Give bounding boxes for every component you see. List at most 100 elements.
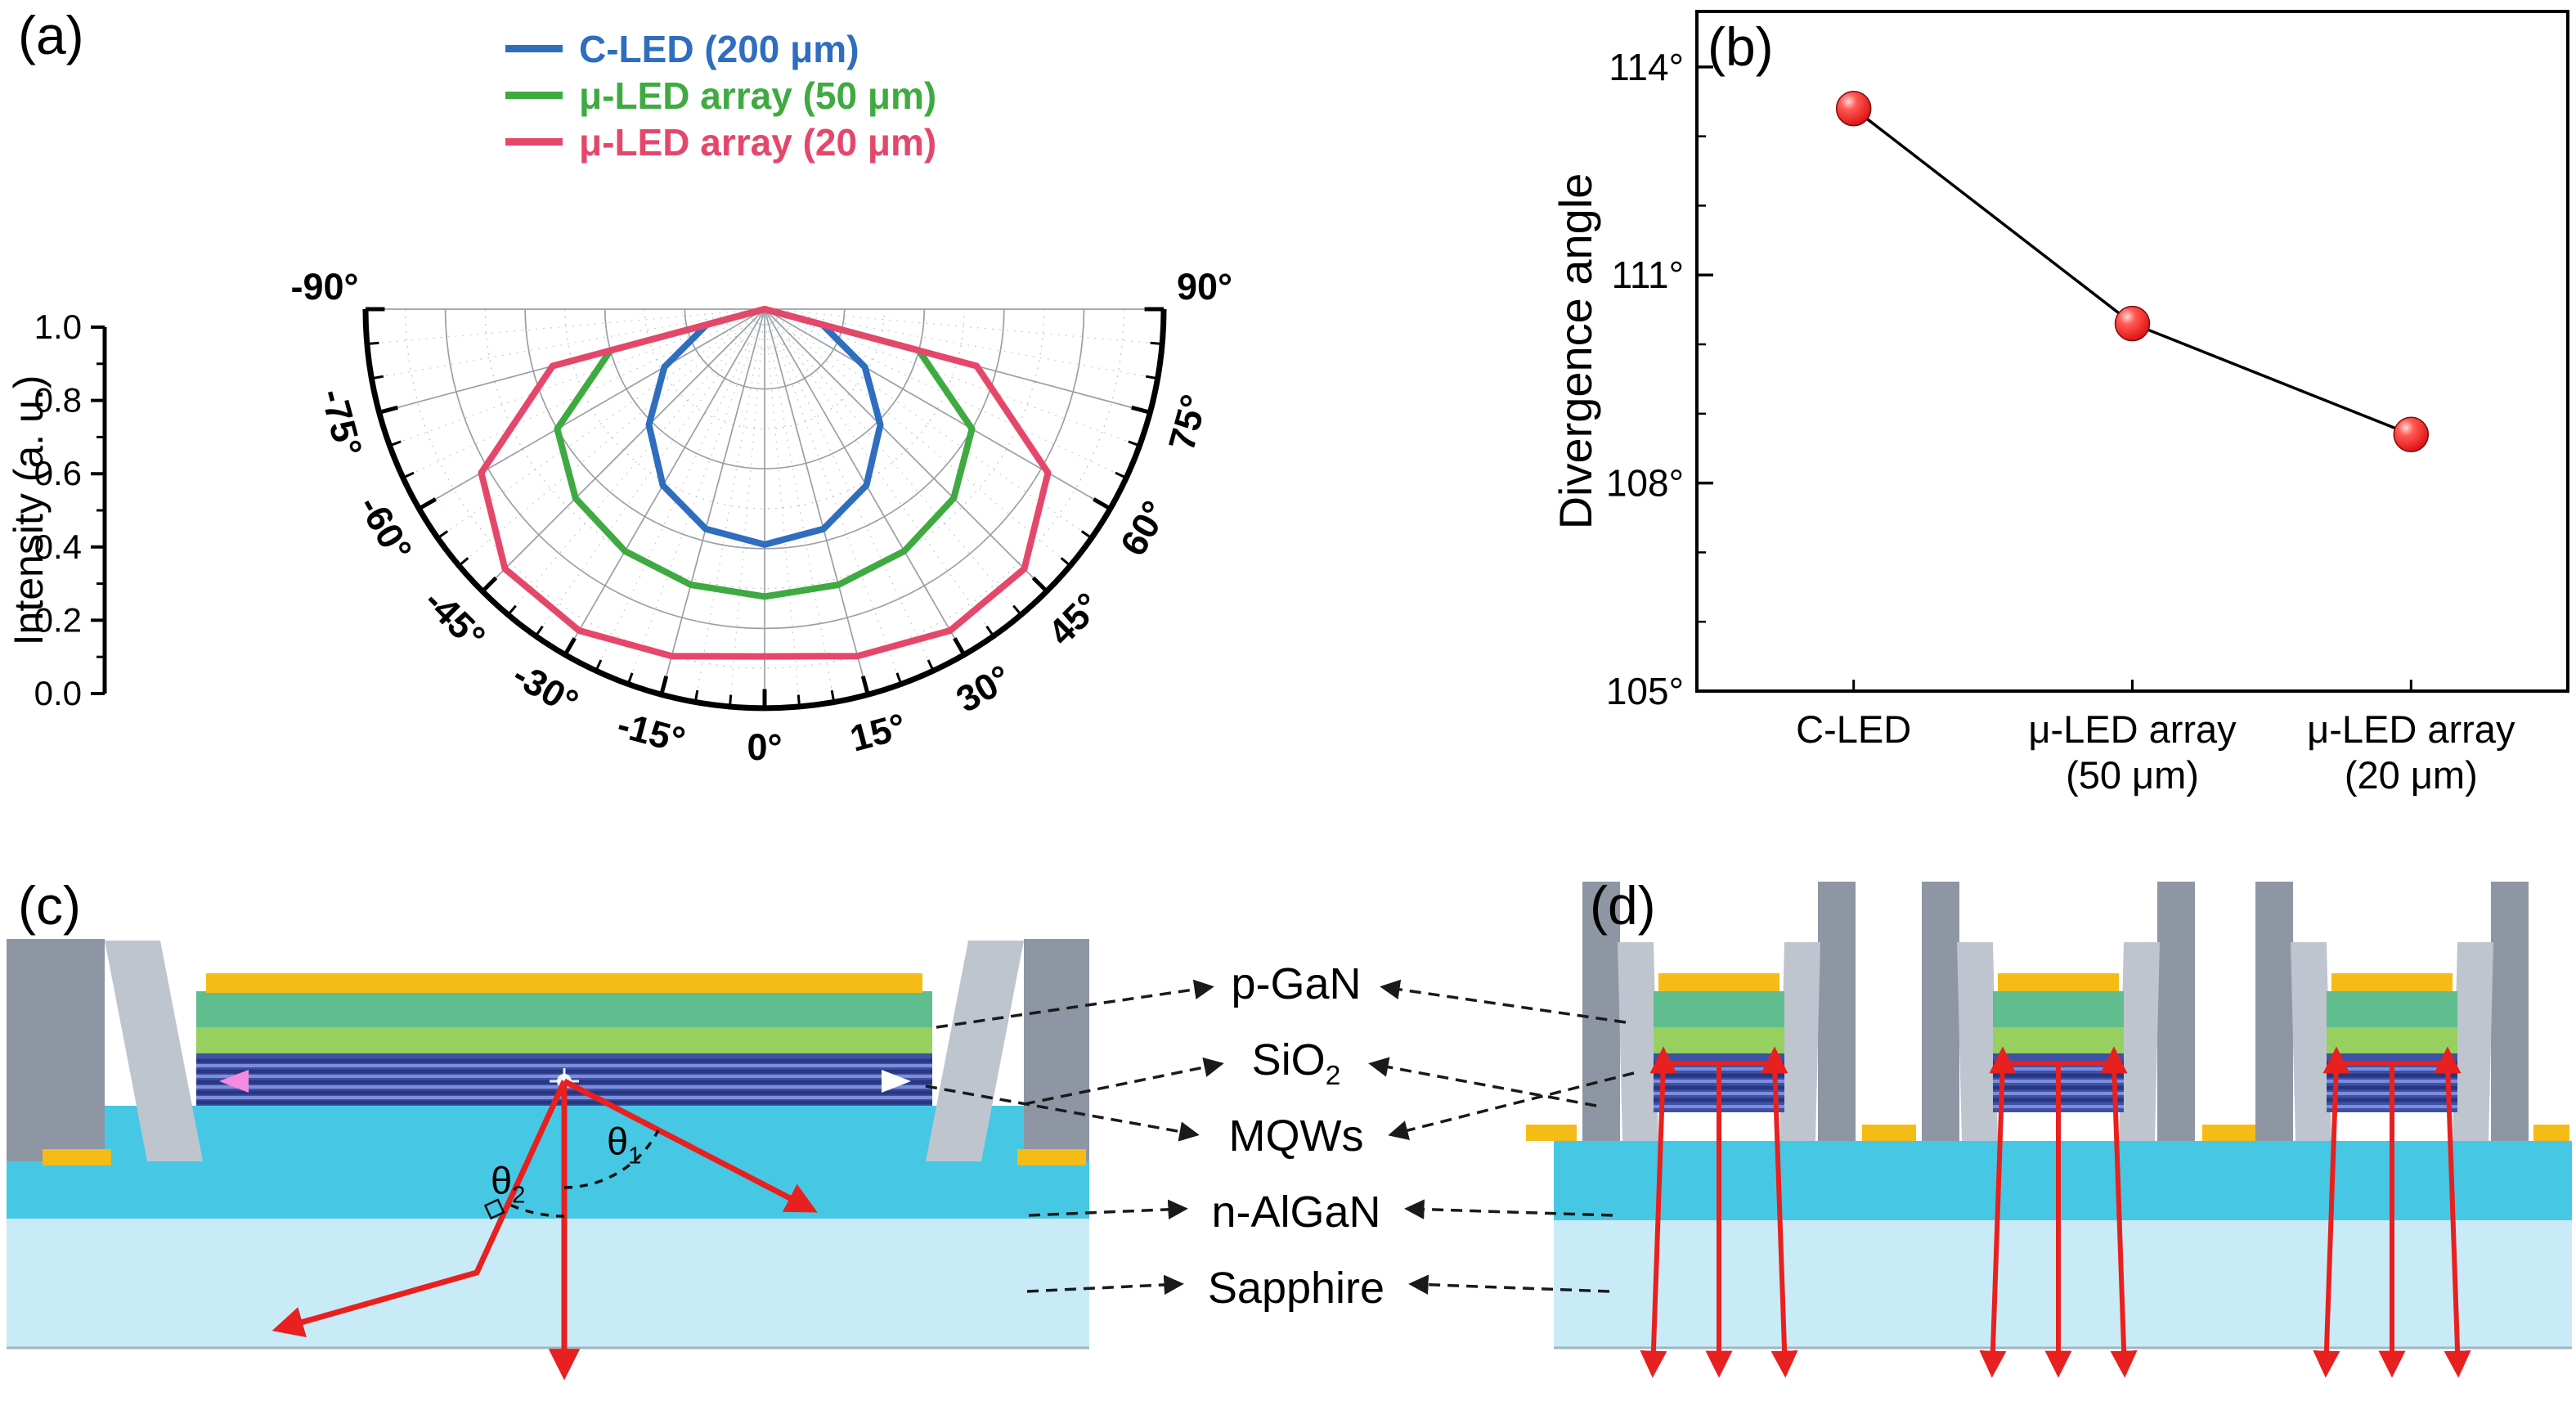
intensity-axis-title: Intensity (a. u.): [6, 375, 52, 646]
angle-tick-label: 0°: [747, 726, 782, 768]
panel-a-label: (a): [18, 5, 84, 65]
n-contact-pad: [2533, 1125, 2569, 1141]
y-tick-label: 111°: [1612, 254, 1684, 296]
mqws-arrow-right: [1388, 1071, 1635, 1141]
light-ray-right: [563, 1078, 818, 1213]
sio2-sidewall-right: [926, 941, 1024, 1161]
layer-annotation-arrows: [925, 979, 1635, 1295]
x-category-label: (50 μm): [2066, 753, 2199, 797]
top-contact: [206, 973, 922, 993]
legend-label-c-led: C-LED (200 μm): [579, 27, 859, 70]
angle-tick-label: -75°: [312, 384, 370, 460]
layer-label-sapphire: Sapphire: [1207, 1264, 1385, 1313]
radiation-pattern-chart: -90°-75°-60°-45°-30°-15° 0° 15°30°45°60°75…: [6, 266, 1232, 768]
theta2-subscript: 2: [512, 1182, 526, 1209]
y-tick-label: 108°: [1606, 462, 1684, 505]
p-gan-arrow-right: [1380, 979, 1627, 1024]
guided-arrowhead-left: [219, 1070, 249, 1093]
intensity-tick-label: 0.4: [34, 528, 82, 566]
sio2-subscript: 2: [1325, 1060, 1341, 1091]
series-curve-1: [554, 306, 976, 600]
legend-label-uled-50: μ-LED array (50 μm): [579, 74, 937, 117]
angle-tick-label: 75°: [1160, 390, 1215, 455]
intensity-tick-label: 0.6: [34, 454, 82, 492]
intensity-tick-label: 0.8: [34, 381, 82, 420]
intensity-tick-label: 0.0: [34, 674, 82, 712]
divergence-line: [1852, 107, 2412, 436]
x-category-label: (20 μm): [2345, 753, 2478, 797]
n-algan-layer: [1554, 1141, 2572, 1220]
layer-label-mqws: MQWs: [1228, 1111, 1364, 1161]
theta2-base: θ: [491, 1159, 513, 1202]
sio2-base-text: SiO: [1251, 1035, 1326, 1084]
n-algan-arrow-right: [1404, 1199, 1613, 1219]
intensity-tick-label: 0.2: [34, 600, 82, 639]
legend-item-uled-50: μ-LED array (50 μm): [505, 74, 937, 117]
series-curve-0: [645, 306, 884, 548]
n-contact-left: [43, 1149, 111, 1165]
angle-tick-label: 15°: [846, 705, 910, 760]
polar-legend: C-LED (200 μm) μ-LED array (50 μm) μ-LED…: [505, 28, 937, 164]
angle-tick-label: 30°: [949, 657, 1018, 721]
mqws-arrow-left: [925, 1084, 1200, 1142]
legend-swatch-c-led: [505, 45, 563, 52]
metal-pad-left: [7, 939, 105, 1161]
x-category-label: C-LED: [1796, 707, 1911, 751]
x-category-label: μ-LED array: [2307, 707, 2515, 751]
micro-led-array-cross-section: [1526, 882, 2572, 1372]
angle-tick-label: 45°: [1040, 585, 1109, 653]
n-contact-pad: [2202, 1125, 2256, 1141]
intensity-tick-label: 1.0: [34, 308, 82, 346]
n-contact-pad: [1862, 1125, 1916, 1141]
theta1-base: θ: [607, 1120, 629, 1163]
n-contact-right: [1017, 1149, 1086, 1165]
p-gan-arrow-left: [936, 979, 1214, 1029]
right-angle-mark: [483, 1198, 505, 1220]
theta1-subscript: 1: [628, 1143, 642, 1170]
guided-arrowhead-right: [882, 1070, 911, 1093]
p-gan-top-layer: [196, 991, 932, 1027]
sio2-sidewall-left: [105, 941, 203, 1161]
y-tick-label: 114°: [1609, 46, 1684, 88]
legend-label-uled-20: μ-LED array (20 μm): [579, 120, 937, 164]
n-algan-arrow-left: [1028, 1199, 1188, 1220]
angle-tick-label: 60°: [1112, 494, 1176, 563]
layer-label-sio2: SiO2: [1252, 1033, 1341, 1103]
layer-label-n-algan: n-AlGaN: [1211, 1188, 1381, 1237]
n-contact-pad: [1526, 1125, 1577, 1141]
p-gan-layer: [196, 1027, 932, 1053]
legend-swatch-uled-50: [505, 92, 563, 99]
panel-d-label: (d): [1590, 875, 1656, 936]
sapphire-arrow-left: [1026, 1274, 1184, 1295]
angle-tick-label: -60°: [350, 488, 420, 568]
legend-item-c-led: C-LED (200 μm): [505, 28, 936, 70]
plot-frame: [1695, 10, 2569, 693]
divergence-angle-chart: 105°108°111°114°C-LED μ-LED array(50 μm)μ…: [1554, 10, 2569, 797]
panel-c-label: (c): [18, 875, 81, 936]
data-point: [2114, 305, 2151, 342]
legend-swatch-uled-20: [505, 138, 563, 146]
sio2-arrow-left: [1023, 1057, 1224, 1106]
series-curve-2: [478, 306, 1052, 660]
legend-item-uled-20: μ-LED array (20 μm): [505, 120, 937, 164]
data-point: [1835, 90, 1872, 127]
sapphire-arrow-right: [1408, 1274, 1610, 1295]
metal-pad-right: [1024, 939, 1089, 1161]
data-point: [2393, 416, 2430, 453]
layer-label-p-gan: p-GaN: [1231, 959, 1362, 1008]
angle-tick-label: -90°: [290, 266, 358, 308]
sapphire-layer: [7, 1219, 1089, 1348]
y-tick-label: 105°: [1606, 670, 1684, 712]
c-led-cross-section: [7, 939, 1089, 1381]
theta2-label: θ2: [491, 1161, 525, 1208]
x-category-label: μ-LED array: [2028, 707, 2237, 751]
sapphire-layer: [1554, 1220, 2572, 1348]
angle-tick-label: -15°: [613, 703, 689, 761]
theta1-label: θ1: [607, 1122, 641, 1169]
led-structure-diagrams: [7, 867, 2572, 1381]
angle-tick-label: 90°: [1177, 266, 1232, 308]
angle-tick-label: -30°: [505, 653, 585, 724]
sio2-arrow-right: [1368, 1057, 1597, 1107]
panel-b-label: (b): [1708, 16, 1774, 77]
